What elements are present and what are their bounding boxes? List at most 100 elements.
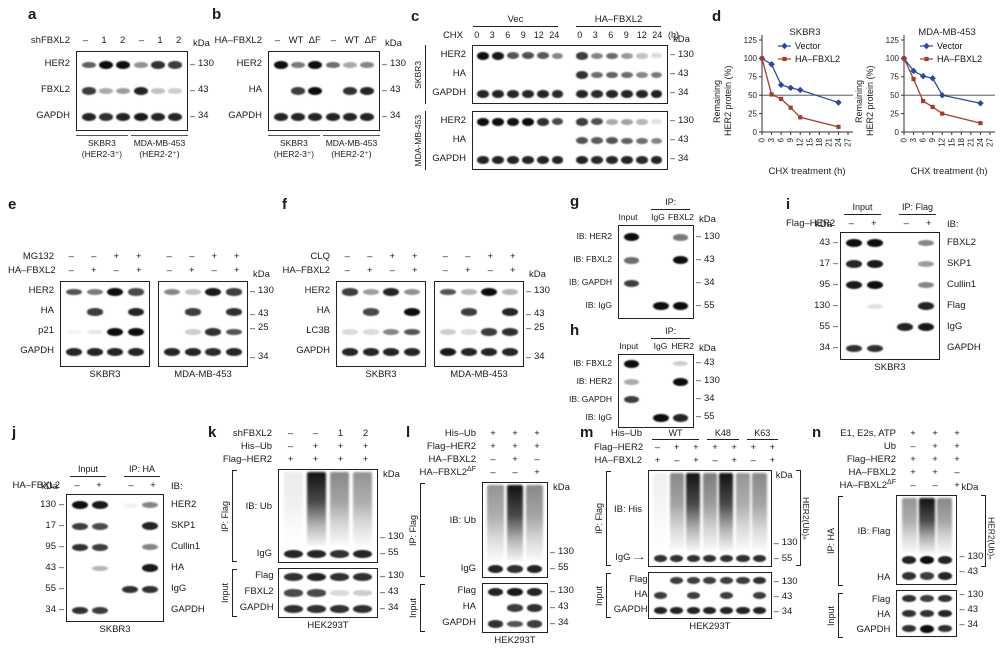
lane-value: IgG: [653, 340, 668, 351]
gel-lane: [525, 584, 544, 600]
gel-lane: [402, 302, 423, 322]
gel-lane: [476, 112, 491, 131]
condition-row: CLQ – – + + – – + +: [282, 250, 554, 264]
panel-label: e: [8, 196, 17, 213]
bracket: [232, 470, 237, 562]
protein-band: [142, 585, 158, 594]
row-labels: HER2 HA GAPDH: [432, 49, 466, 99]
gel-lane: [307, 104, 324, 130]
protein-band: [703, 554, 717, 563]
gel-lane: [282, 569, 305, 585]
lane-value: +: [932, 427, 938, 439]
lane-value: +: [464, 265, 471, 277]
gel-lane: [203, 282, 224, 302]
gel-lane: [224, 342, 245, 362]
protein-band: [521, 156, 534, 164]
cell-line-label: HEK293T: [689, 621, 731, 632]
lane-value: 0: [474, 30, 480, 41]
ubiquitin-smear: [506, 485, 524, 561]
protein-band: [460, 348, 477, 356]
gel-lane: [351, 546, 374, 562]
gel-lane: [476, 131, 491, 150]
gel-lane: [479, 282, 500, 302]
gel-lane: [132, 104, 149, 130]
protein-band: [846, 239, 863, 248]
gel-lane: [438, 302, 459, 322]
bracket: [231, 569, 237, 617]
lane-value: 24: [652, 30, 663, 41]
gel-lane: [718, 588, 735, 603]
lane-value: +: [769, 454, 776, 466]
gel-lane: [126, 302, 147, 322]
gel-lane: [634, 112, 649, 131]
gel-lane: [605, 84, 620, 103]
cell-line-label: HEK293T: [307, 620, 349, 631]
lane-value: +: [731, 441, 737, 453]
lane-value: HER2: [671, 340, 694, 351]
lane-value: +: [312, 440, 319, 452]
gel-lane: [900, 606, 918, 621]
protein-band: [72, 522, 88, 530]
kda-markers: kDa 130 17 95 43 55 34: [8, 481, 66, 622]
gel-lane: [402, 342, 423, 362]
protein-band: [650, 71, 663, 79]
gel-lane: [936, 591, 954, 606]
condition-row: His–Ub + + +: [408, 427, 578, 440]
panel-label: d: [712, 8, 722, 25]
gel-lane: [85, 322, 106, 342]
lane-value: –: [750, 454, 756, 466]
protein-band: [937, 572, 952, 580]
gel-lane: [479, 342, 500, 362]
gel-lane: [340, 322, 361, 342]
cell-line-label: HEK293T: [494, 635, 536, 646]
protein-band: [635, 119, 648, 125]
lane-value: –: [138, 34, 144, 46]
protein-band: [403, 328, 420, 336]
protein-band: [719, 606, 733, 615]
lane-value: –: [674, 454, 680, 466]
gel-lane: [651, 272, 670, 295]
protein-band: [623, 279, 640, 287]
gel-lane: [918, 621, 936, 636]
gel-lane: [162, 282, 183, 302]
gel-blot: [840, 231, 940, 360]
protein-band: [477, 156, 490, 164]
gel-lane: [685, 573, 702, 588]
lane-value: –: [287, 427, 294, 439]
protein-band: [752, 576, 767, 585]
protein-band: [635, 53, 648, 59]
gel-lane: [340, 282, 361, 302]
panel-a: a shFBXL2 –12–12 HER2 FBXL2 GAPDH kDa 13…: [28, 6, 220, 159]
gel-lane: [916, 275, 937, 296]
protein-band: [342, 348, 359, 356]
panel-label: b: [212, 6, 222, 23]
bracket: [420, 483, 425, 577]
gel-lane: [506, 150, 521, 169]
lane-value: –: [654, 441, 661, 453]
cell-line-labels: SKBR3 MDA-MB-453: [365, 369, 508, 380]
protein-band: [551, 118, 564, 126]
protein-band: [116, 88, 131, 94]
lane-value: 3: [489, 30, 495, 41]
protein-band: [576, 90, 589, 98]
gel-blot: [76, 51, 188, 131]
protein-band: [846, 344, 863, 353]
gel-lane: [85, 342, 106, 362]
protein-band: [653, 591, 667, 600]
panel-label: a: [28, 6, 37, 23]
gel-lane: [183, 282, 204, 302]
lane-value: –: [932, 479, 938, 491]
protein-band: [127, 288, 144, 296]
gel-lane: [671, 373, 690, 391]
protein-band: [606, 52, 618, 60]
protein-band: [653, 302, 669, 311]
gel-lane: [272, 52, 289, 78]
gel-lane: [149, 78, 166, 104]
protein-band: [487, 565, 504, 573]
smear-lane: [936, 496, 954, 554]
gel-lane: [535, 150, 550, 169]
bracket: [795, 470, 801, 566]
panel-i: i Input IP: Flag Flag–HER2 –+–+ kDa 43 1…: [786, 196, 1000, 373]
gel-lane: [183, 322, 204, 342]
svg-text:27: 27: [844, 137, 853, 146]
